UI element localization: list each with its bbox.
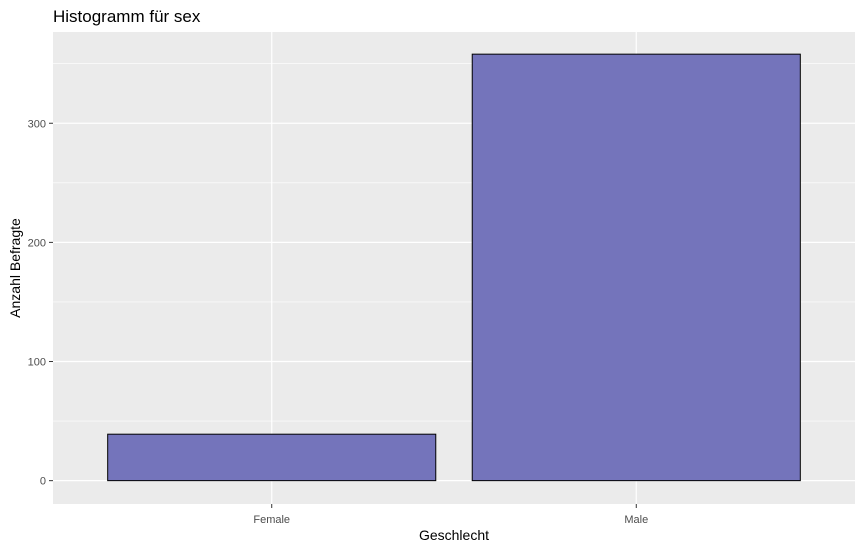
x-axis-title: Geschlecht (419, 527, 489, 543)
bar-male (471, 53, 801, 482)
y-tick-label: 100 (28, 357, 46, 369)
x-tick-label: Female (253, 514, 290, 526)
y-tick-label: 300 (28, 118, 46, 130)
chart-title: Histogramm für sex (53, 7, 201, 26)
y-axis-title: Anzahl Befragte (7, 218, 23, 318)
bar-female (107, 433, 437, 482)
x-axis-ticks: Female Male (253, 504, 648, 526)
y-tick-label: 0 (40, 476, 46, 488)
y-tick-label: 200 (28, 237, 46, 249)
y-axis-ticks: 0 100 200 300 (28, 118, 53, 488)
x-tick-label: Male (624, 514, 648, 526)
bars (107, 53, 801, 482)
